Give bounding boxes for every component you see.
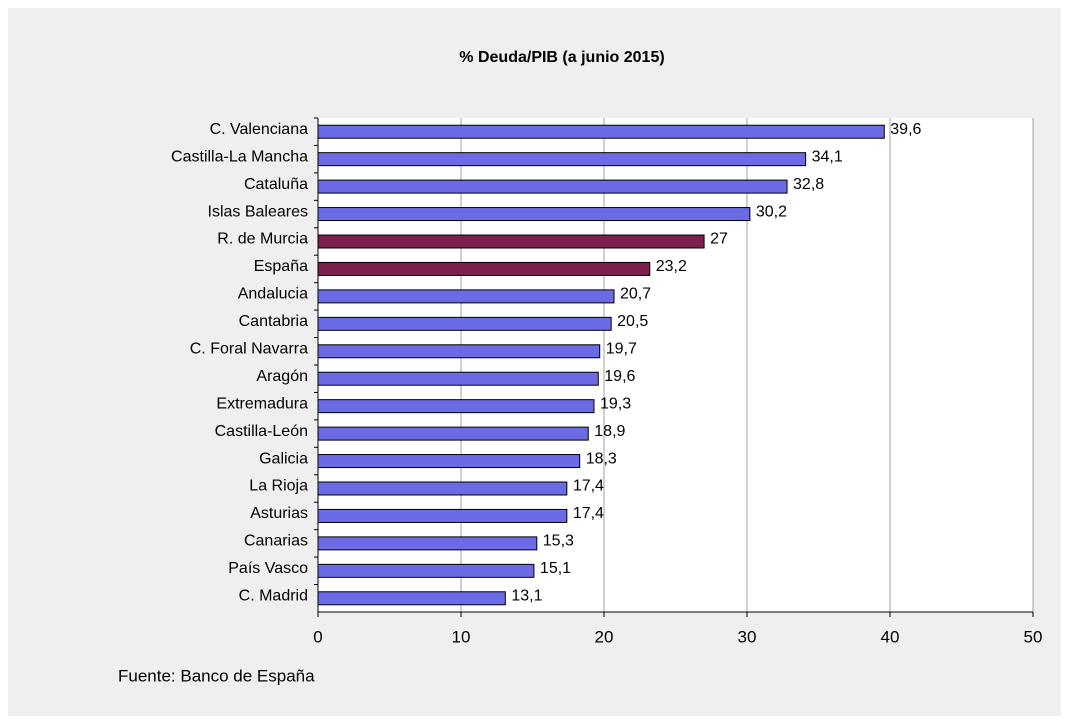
data-label: 15,3 [543, 533, 574, 550]
source-note: Fuente: Banco de España [118, 666, 315, 685]
y-tick-label: País Vasco [228, 560, 308, 577]
bar [317, 536, 538, 551]
y-tick-label: Castilla-León [215, 423, 308, 440]
bar [317, 316, 612, 331]
x-tick-label: 30 [738, 627, 757, 646]
x-tick-label: 50 [1024, 627, 1043, 646]
y-tick-label: Extremadura [216, 395, 308, 412]
y-tick-label: C. Madrid [239, 587, 308, 604]
data-label: 17,4 [573, 505, 604, 522]
bar [317, 591, 506, 606]
y-tick-label: Galicia [259, 450, 308, 467]
y-tick-label: La Rioja [249, 478, 308, 495]
data-label: 27 [710, 231, 728, 248]
data-label: 32,8 [793, 176, 824, 193]
bar [317, 344, 601, 359]
x-tick-label: 20 [595, 627, 614, 646]
bar [317, 426, 589, 441]
x-tick-label: 0 [313, 627, 322, 646]
data-label: 13,1 [511, 587, 542, 604]
data-label: 19,3 [600, 395, 631, 412]
data-label: 15,1 [540, 560, 571, 577]
y-tick-label: R. de Murcia [217, 231, 308, 248]
data-label: 18,3 [586, 450, 617, 467]
data-label: 18,9 [594, 423, 625, 440]
data-label: 39,6 [890, 121, 921, 138]
y-tick-label: C. Valenciana [210, 121, 309, 138]
bar [317, 234, 705, 249]
bar [317, 481, 568, 496]
y-tick-label: Castilla-La Mancha [171, 148, 308, 165]
bar [317, 454, 581, 469]
data-label: 19,6 [604, 368, 635, 385]
y-tick-label: Aragón [256, 368, 308, 385]
bar [317, 371, 599, 386]
chart-title: % Deuda/PIB (a junio 2015) [459, 49, 664, 66]
bar [317, 152, 807, 167]
plot-area [318, 118, 1033, 612]
x-tick-label: 40 [881, 627, 900, 646]
bar [317, 261, 651, 276]
y-tick-label: Asturias [250, 505, 308, 522]
data-label: 20,5 [617, 313, 648, 330]
y-tick-label: Cataluña [244, 176, 308, 193]
data-label: 17,4 [573, 478, 604, 495]
bar [317, 124, 885, 139]
bar [317, 563, 535, 578]
data-label: 20,7 [620, 286, 651, 303]
y-tick-label: C. Foral Navarra [190, 340, 308, 357]
x-tick-label: 10 [452, 627, 471, 646]
bar [317, 508, 568, 523]
y-tick-label: Cantabria [239, 313, 308, 330]
bar [317, 289, 615, 304]
y-tick-label: España [254, 258, 308, 275]
data-label: 23,2 [656, 258, 687, 275]
y-tick-label: Islas Baleares [208, 203, 309, 220]
data-label: 30,2 [756, 203, 787, 220]
bar [317, 179, 788, 194]
bar [317, 399, 595, 414]
data-label: 19,7 [606, 340, 637, 357]
bar [317, 207, 751, 222]
y-tick-label: Andalucia [238, 286, 308, 303]
data-label: 34,1 [812, 148, 843, 165]
y-tick-label: Canarias [244, 533, 308, 550]
